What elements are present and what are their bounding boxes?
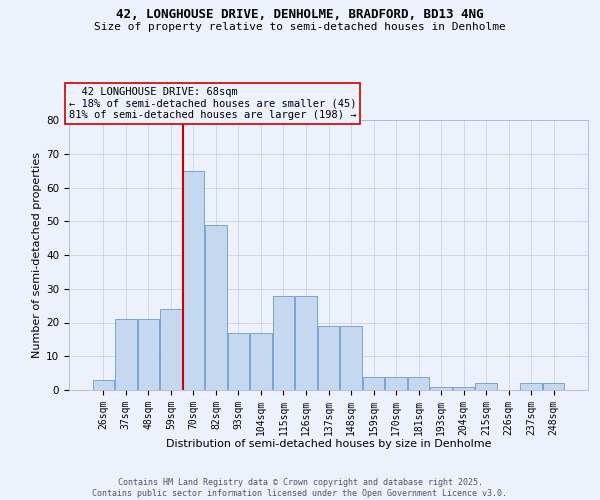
Bar [363, 376, 384, 390]
Bar [520, 383, 542, 390]
Bar [385, 376, 407, 390]
Bar [182, 170, 204, 390]
Y-axis label: Number of semi-detached properties: Number of semi-detached properties [32, 152, 42, 358]
Text: 42 LONGHOUSE DRIVE: 68sqm  
← 18% of semi-detached houses are smaller (45)
81% o: 42 LONGHOUSE DRIVE: 68sqm ← 18% of semi-… [69, 87, 356, 120]
Bar [228, 332, 249, 390]
Bar [408, 376, 429, 390]
Text: 42, LONGHOUSE DRIVE, DENHOLME, BRADFORD, BD13 4NG: 42, LONGHOUSE DRIVE, DENHOLME, BRADFORD,… [116, 8, 484, 20]
Text: Size of property relative to semi-detached houses in Denholme: Size of property relative to semi-detach… [94, 22, 506, 32]
Bar [543, 383, 565, 390]
Bar [250, 332, 272, 390]
Bar [340, 326, 362, 390]
Bar [205, 224, 227, 390]
Bar [453, 386, 475, 390]
Bar [92, 380, 114, 390]
Bar [318, 326, 339, 390]
Bar [430, 386, 452, 390]
Bar [160, 309, 182, 390]
Bar [115, 319, 137, 390]
Bar [273, 296, 294, 390]
X-axis label: Distribution of semi-detached houses by size in Denholme: Distribution of semi-detached houses by … [166, 439, 491, 449]
Bar [295, 296, 317, 390]
Bar [475, 383, 497, 390]
Bar [137, 319, 159, 390]
Text: Contains HM Land Registry data © Crown copyright and database right 2025.
Contai: Contains HM Land Registry data © Crown c… [92, 478, 508, 498]
